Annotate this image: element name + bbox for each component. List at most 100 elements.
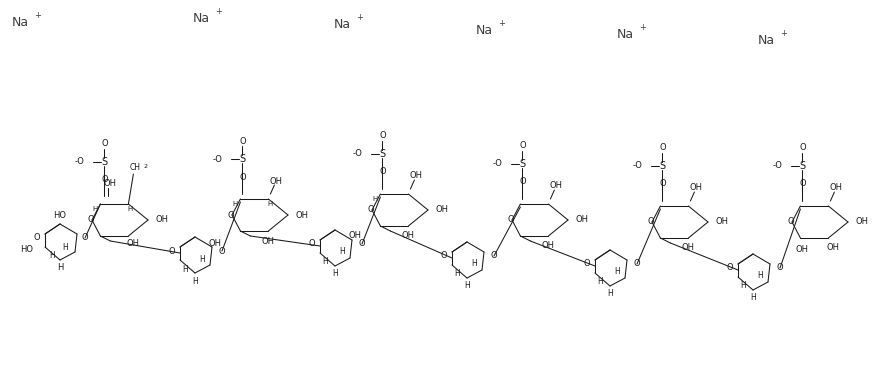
Text: H: H <box>464 281 470 291</box>
Text: O: O <box>633 260 641 269</box>
Text: HO: HO <box>20 246 33 254</box>
Text: H: H <box>93 206 98 212</box>
Text: Na: Na <box>617 28 634 42</box>
Text: S: S <box>239 154 246 164</box>
Text: +: + <box>34 11 41 19</box>
Text: H: H <box>740 281 745 291</box>
Text: H: H <box>607 289 613 299</box>
Text: H: H <box>373 196 378 202</box>
Text: O: O <box>727 264 733 273</box>
Text: H: H <box>339 247 345 257</box>
Text: Na: Na <box>334 19 351 31</box>
Text: H: H <box>323 257 328 266</box>
Text: H: H <box>268 201 273 207</box>
Text: +: + <box>215 7 222 15</box>
Text: O: O <box>101 176 108 184</box>
Text: OH: OH <box>830 184 843 192</box>
Text: OH: OH <box>402 231 415 241</box>
Text: OH: OH <box>104 180 116 188</box>
Text: H: H <box>56 264 64 273</box>
Text: O: O <box>168 246 176 256</box>
Text: O: O <box>379 168 385 177</box>
Text: O: O <box>659 143 666 153</box>
Text: OH: OH <box>409 172 423 181</box>
Text: O: O <box>309 239 315 249</box>
Text: H: H <box>192 277 198 285</box>
Text: O: O <box>358 239 366 249</box>
Text: Na: Na <box>12 15 30 28</box>
Text: -O: -O <box>213 154 223 164</box>
Text: H: H <box>757 272 762 280</box>
Text: -O: -O <box>773 161 783 170</box>
Text: H: H <box>182 265 188 273</box>
Text: Na: Na <box>193 12 211 24</box>
Text: O: O <box>34 234 40 242</box>
Text: OH: OH <box>296 211 309 219</box>
Text: HO: HO <box>54 211 66 220</box>
Text: O: O <box>101 139 108 149</box>
Text: H: H <box>62 242 68 251</box>
Text: OH: OH <box>127 239 140 249</box>
Text: H: H <box>332 269 338 278</box>
Text: OH: OH <box>436 205 449 215</box>
Text: O: O <box>648 218 654 227</box>
Text: O: O <box>519 177 526 187</box>
Text: O: O <box>441 251 447 261</box>
Text: H: H <box>233 201 238 207</box>
Text: O: O <box>777 264 783 273</box>
Text: OH: OH <box>270 177 283 185</box>
Text: -O: -O <box>75 158 85 166</box>
Text: O: O <box>659 180 666 188</box>
Text: OH: OH <box>716 218 729 227</box>
Text: -O: -O <box>493 160 503 169</box>
Text: H: H <box>199 254 205 264</box>
Text: O: O <box>228 211 235 219</box>
Text: H: H <box>49 251 55 261</box>
Text: OH: OH <box>550 181 563 191</box>
Text: OH: OH <box>682 243 695 253</box>
Text: S: S <box>101 157 108 167</box>
Text: O: O <box>583 260 590 269</box>
Text: Na: Na <box>758 34 775 46</box>
Text: O: O <box>82 234 89 242</box>
Text: H: H <box>750 293 756 303</box>
Text: O: O <box>508 215 514 224</box>
Text: O: O <box>219 246 225 256</box>
Text: O: O <box>367 205 375 215</box>
Text: Na: Na <box>476 23 493 36</box>
Text: +: + <box>639 23 646 32</box>
Text: O: O <box>88 215 94 224</box>
Text: OH: OH <box>209 238 221 247</box>
Text: OH: OH <box>796 246 809 254</box>
Text: -O: -O <box>353 150 363 158</box>
Text: +: + <box>356 14 363 23</box>
Text: 2: 2 <box>143 164 148 169</box>
Text: H: H <box>471 260 477 269</box>
Text: H: H <box>454 269 460 278</box>
Text: +: + <box>498 19 504 27</box>
Text: OH: OH <box>856 218 869 227</box>
Text: +: + <box>780 28 787 38</box>
Text: O: O <box>491 251 497 261</box>
Text: S: S <box>379 149 385 159</box>
Text: H: H <box>597 277 603 287</box>
Text: OH: OH <box>576 215 589 224</box>
Text: O: O <box>379 131 385 141</box>
Text: S: S <box>520 159 525 169</box>
Text: CH: CH <box>130 164 141 173</box>
Text: O: O <box>519 142 526 150</box>
Text: O: O <box>239 173 246 181</box>
Text: OH: OH <box>349 231 361 241</box>
Text: OH: OH <box>542 242 555 250</box>
Text: OH: OH <box>827 243 840 253</box>
Text: H: H <box>614 268 620 277</box>
Text: O: O <box>239 137 246 146</box>
Text: -O: -O <box>633 161 642 170</box>
Text: OH: OH <box>262 237 275 246</box>
Text: H: H <box>128 206 133 212</box>
Text: O: O <box>799 180 806 188</box>
Text: OH: OH <box>690 184 702 192</box>
Text: S: S <box>799 161 806 171</box>
Text: O: O <box>788 218 795 227</box>
Text: S: S <box>659 161 666 171</box>
